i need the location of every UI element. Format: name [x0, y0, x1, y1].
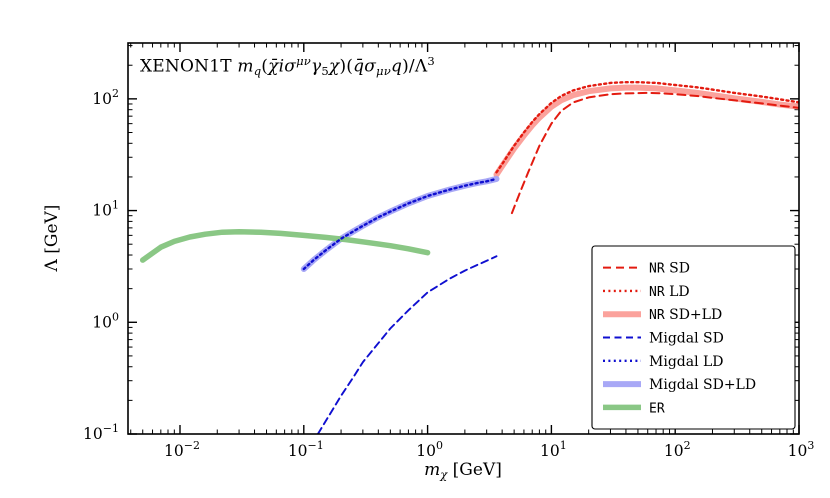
- legend-entry: NR SD: [603, 261, 690, 277]
- tick-exponent: 2: [684, 439, 691, 452]
- legend-entry: NR LD: [603, 284, 690, 300]
- title-segment: χ: [328, 56, 340, 77]
- y-tick-label: 10−1: [83, 422, 119, 443]
- title-segment: μν: [376, 63, 391, 78]
- title-segment: XENON1T: [140, 56, 238, 77]
- legend-label: Migdal LD: [649, 354, 724, 370]
- title-segment: q: [390, 56, 403, 77]
- tick-exponent: −1: [308, 439, 324, 452]
- title-segment: 3: [427, 54, 435, 68]
- title-segment: μν: [296, 54, 312, 68]
- legend-label-rm: Migdal LD: [649, 354, 724, 370]
- x-tick-label: 103: [788, 439, 815, 460]
- curve-nr-ld: [495, 81, 799, 174]
- title-segment: [GeV]: [42, 204, 62, 260]
- title-segment: χ̄: [268, 56, 279, 77]
- y-axis-label: Λ [GeV]: [42, 205, 62, 272]
- tick-exponent: −1: [103, 422, 119, 435]
- title-segment: m: [237, 56, 254, 77]
- title-segment: γ: [311, 56, 322, 77]
- legend-label: Migdal SD: [649, 331, 724, 347]
- x-tick-label: 10−1: [288, 439, 324, 460]
- x-axis-label: mχ [GeV]: [424, 460, 502, 481]
- title-segment: m: [424, 460, 441, 480]
- legend-label: ER: [649, 401, 665, 416]
- y-tick-label: 101: [92, 199, 119, 220]
- tick-exponent: 1: [112, 199, 119, 212]
- y-tick-label: 102: [92, 87, 119, 108]
- legend-label-tt: NR: [649, 262, 665, 277]
- x-tick-label: 10−2: [164, 439, 200, 460]
- legend-label-rm: Migdal SD: [649, 331, 724, 347]
- title-segment: (: [261, 56, 269, 77]
- tick-exponent: 1: [560, 439, 567, 452]
- curve-er: [139, 229, 431, 263]
- x-tick-label: 100: [416, 439, 443, 460]
- legend-label: Migdal SD+LD: [649, 377, 756, 393]
- title-segment: [GeV]: [447, 460, 502, 480]
- tick-exponent: −2: [184, 439, 200, 452]
- legend-label-rm: Migdal SD+LD: [649, 377, 756, 393]
- legend-label-tt: ER: [649, 401, 665, 416]
- curves-layer: [139, 81, 799, 434]
- curve-migdal-sd: [316, 255, 498, 434]
- title-segment: Λ: [42, 259, 62, 272]
- title-segment: χ: [440, 467, 448, 482]
- legend-label-rm: SD: [665, 261, 690, 277]
- title-segment: q: [253, 63, 262, 78]
- legend-label: NR LD: [649, 284, 690, 300]
- tick-exponent: 0: [436, 439, 443, 452]
- tick-exponent: 0: [112, 310, 119, 323]
- legend-box: [591, 245, 796, 430]
- legend-entry: NR SD+LD: [603, 307, 722, 323]
- legend-entry: ER: [603, 401, 665, 416]
- legend-label-tt: NR: [649, 285, 665, 300]
- y-tick-label: 100: [92, 310, 119, 331]
- title-segment: 5: [321, 63, 329, 78]
- legend-label-rm: SD+LD: [665, 307, 723, 323]
- title-segment: )/Λ: [402, 56, 428, 77]
- legend-entry: Migdal SD: [603, 331, 724, 347]
- curve-migdal-ld: [302, 177, 498, 271]
- plot-title: XENON1T mq(χ̄iσμνγ5χ)(q̄σμνq)/Λ3: [140, 54, 435, 78]
- title-segment: )(: [339, 56, 354, 77]
- plot-frame: [127, 42, 800, 435]
- legend-entry: Migdal LD: [603, 354, 724, 370]
- title-segment: i: [278, 56, 285, 77]
- legend-label: NR SD: [649, 261, 690, 277]
- title-segment: q̄: [353, 56, 365, 77]
- tick-exponent: 2: [112, 87, 119, 100]
- x-tick-label: 101: [540, 439, 567, 460]
- legend-label-rm: LD: [665, 284, 690, 300]
- legend-entry: Migdal SD+LD: [603, 377, 756, 393]
- title-segment: σ: [284, 56, 297, 77]
- title-segment: σ: [364, 56, 377, 77]
- curve-migdal-sd-ld: [300, 175, 500, 272]
- legend-label-tt: NR: [649, 308, 665, 323]
- tick-exponent: 3: [807, 439, 814, 452]
- legend-label: NR SD+LD: [649, 307, 722, 323]
- x-tick-label: 102: [664, 439, 691, 460]
- curve-nr-sd: [510, 91, 799, 215]
- curve-nr-sd-ld: [493, 84, 799, 178]
